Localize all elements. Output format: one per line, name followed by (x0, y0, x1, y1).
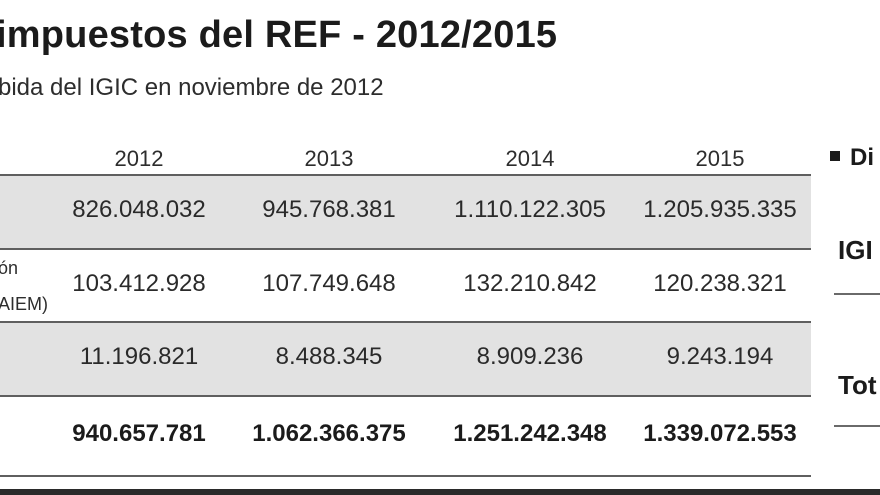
table-cell: 1.205.935.335 (643, 196, 797, 223)
row-band-1 (0, 176, 811, 248)
row-label-line-1: ón (0, 258, 19, 278)
table-cell: 945.768.381 (262, 196, 396, 223)
table-cell: 1.110.122.305 (454, 196, 606, 223)
total-cell: 940.657.781 (72, 420, 206, 447)
year-header-2012: 2012 (114, 146, 164, 171)
year-header-2013: 2013 (304, 146, 354, 171)
table-cell: 8.488.345 (275, 343, 383, 370)
table-cell: 826.048.032 (72, 196, 206, 223)
table-top-rule (0, 174, 811, 176)
year-header-2014: 2014 (505, 146, 555, 171)
infographic-title: impuestos del REF - 2012/2015 (0, 14, 558, 56)
infographic-subtitle: bida del IGIC en noviembre de 2012 (0, 74, 384, 101)
total-cell: 1.062.366.375 (252, 420, 406, 447)
table-cell: 103.412.928 (72, 270, 206, 297)
bottom-border (0, 489, 880, 495)
side-panel-label-igic: IGI (838, 235, 873, 265)
row-divider-2 (0, 321, 811, 323)
side-panel-heading-text: Di (850, 144, 874, 171)
table-bottom-rule (0, 475, 811, 477)
table-cell: 132.210.842 (463, 270, 597, 297)
row-divider-1 (0, 248, 811, 250)
square-bullet-icon (830, 150, 840, 161)
row-divider-3 (0, 395, 811, 397)
row-band-3 (0, 323, 811, 395)
side-panel-heading: Di (830, 144, 874, 172)
row-label-line-2: AIEM) (0, 294, 49, 314)
side-panel-rule (834, 425, 880, 427)
table-cell: 8.909.236 (476, 343, 584, 370)
table-cell: 107.749.648 (262, 270, 396, 297)
table-cell: 11.196.821 (79, 343, 199, 370)
table-cell: 120.238.321 (653, 270, 787, 297)
total-cell: 1.339.072.553 (643, 420, 797, 447)
table-cell: 9.243.194 (666, 343, 774, 370)
side-panel-label-total: Tot (838, 370, 877, 400)
side-panel-rule (834, 293, 880, 295)
total-cell: 1.251.242.348 (453, 420, 607, 447)
year-header-2015: 2015 (695, 146, 745, 171)
